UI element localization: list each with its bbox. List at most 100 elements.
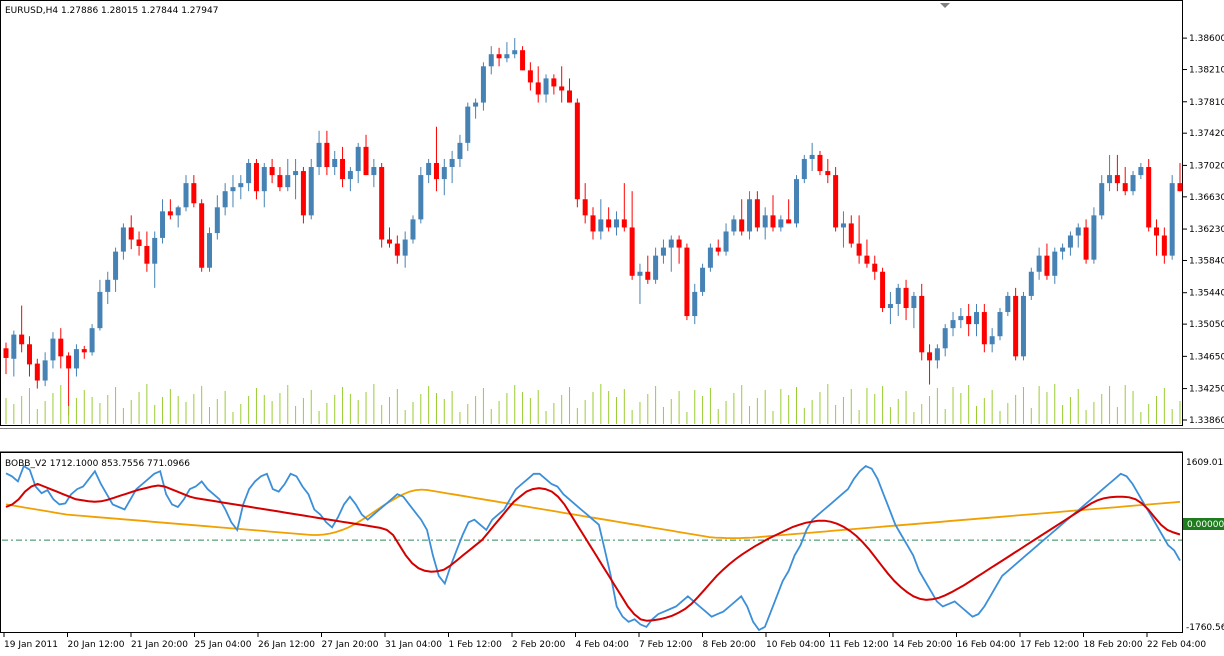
candle-body [222, 191, 228, 208]
time-label: 2 Feb 20:00 [512, 640, 566, 650]
price-label: 1.36630 [1189, 193, 1224, 203]
candle-body [191, 183, 197, 204]
candle-body [848, 223, 854, 244]
candle-body [1122, 183, 1128, 192]
price-label: 1.35440 [1189, 289, 1224, 299]
candle-body [3, 348, 9, 358]
candle-body [113, 251, 119, 280]
candle-body [316, 142, 322, 168]
candle-body [958, 316, 964, 321]
time-label: 26 Jan 12:00 [258, 640, 315, 650]
candle-body [105, 279, 111, 292]
candle-body [613, 219, 619, 228]
candle-body [731, 219, 737, 232]
volume-layer [5, 384, 1181, 424]
shift-marker-icon[interactable] [940, 3, 950, 8]
candle-body [1075, 227, 1081, 236]
candle-body [371, 167, 377, 176]
candle-body [73, 349, 79, 369]
candle-body [864, 255, 870, 264]
time-label: 19 Jan 2011 [4, 640, 58, 650]
candle-body [997, 312, 1003, 337]
candle-body [512, 50, 518, 55]
candle-body [160, 211, 166, 238]
candle-body [629, 227, 635, 276]
price-label: 1.38210 [1189, 66, 1224, 76]
candle-body [567, 90, 573, 103]
candle-body [1091, 215, 1097, 260]
candle-body [340, 158, 346, 180]
candle-body [308, 167, 314, 216]
price-pane[interactable] [0, 0, 1183, 426]
candle-body [457, 142, 463, 159]
candle-body [19, 334, 25, 345]
candle-body [715, 247, 721, 252]
candle-body [230, 187, 236, 192]
candle-body [504, 54, 510, 59]
candle-body [895, 287, 901, 304]
candle-body [707, 247, 713, 268]
price-label: 1.34250 [1189, 385, 1224, 395]
candle-body [379, 167, 385, 240]
candle-body [527, 70, 533, 83]
candle-body [543, 78, 549, 95]
red-indicator-line [5, 482, 1181, 622]
time-axis: 19 Jan 2011 20 Jan 12:00 21 Jan 20:00 25 Ja… [3, 633, 1206, 650]
candle-body [1138, 167, 1144, 176]
candle-body [520, 50, 526, 71]
candle-body [183, 183, 189, 208]
candles-layer [3, 38, 1183, 416]
candle-body [42, 360, 48, 381]
candle-body [770, 215, 776, 228]
candle-body [621, 219, 627, 228]
time-label: 27 Jan 20:00 [322, 640, 379, 650]
candle-body [293, 171, 299, 176]
candle-body [793, 179, 799, 224]
time-label: 17 Feb 12:00 [1020, 640, 1079, 650]
candle-body [668, 239, 674, 248]
candle-body [966, 316, 972, 325]
indicator-top-label: 1609.012 [1186, 458, 1224, 468]
candle-body [981, 312, 987, 345]
candle-body [989, 336, 995, 345]
time-label: 21 Jan 20:00 [131, 640, 188, 650]
candle-body [700, 267, 706, 292]
price-axis: 1.38600 1.38210 1.37810 1.37420 1.37020 1.366… [1183, 34, 1224, 426]
candle-body [246, 162, 252, 184]
candle-body [120, 227, 126, 252]
candle-body [1161, 235, 1167, 256]
candle-body [551, 78, 557, 87]
candle-body [175, 207, 181, 216]
time-label: 10 Feb 04:00 [766, 640, 825, 650]
candle-body [355, 146, 361, 172]
candle-body [277, 175, 283, 188]
time-label: 25 Jan 04:00 [195, 640, 252, 650]
candle-body [786, 219, 792, 224]
indicator-header: BOBB_V2 1712.1000 853.7556 771.0966 [5, 459, 190, 469]
candle-body [645, 271, 651, 280]
candle-body [692, 291, 698, 317]
candle-body [261, 167, 267, 192]
candle-body [128, 227, 134, 240]
candle-body [418, 175, 424, 220]
candle-body [253, 162, 259, 192]
candle-body [887, 303, 893, 309]
candle-body [1169, 183, 1175, 256]
time-label: 7 Feb 12:00 [639, 640, 693, 650]
candle-body [167, 211, 173, 216]
candle-body [934, 348, 940, 361]
time-label: 1 Feb 12:00 [449, 640, 503, 650]
price-label: 1.33860 [1189, 416, 1224, 426]
candle-body [347, 171, 353, 180]
candle-body [402, 239, 408, 256]
candle-body [480, 66, 486, 103]
candle-body [1036, 255, 1042, 272]
price-label: 1.37020 [1189, 161, 1224, 171]
indicator-pane[interactable] [0, 452, 1183, 633]
candle-body [840, 223, 846, 228]
zero-badge [1183, 518, 1224, 530]
candle-body [880, 271, 886, 309]
candle-body [199, 203, 205, 268]
